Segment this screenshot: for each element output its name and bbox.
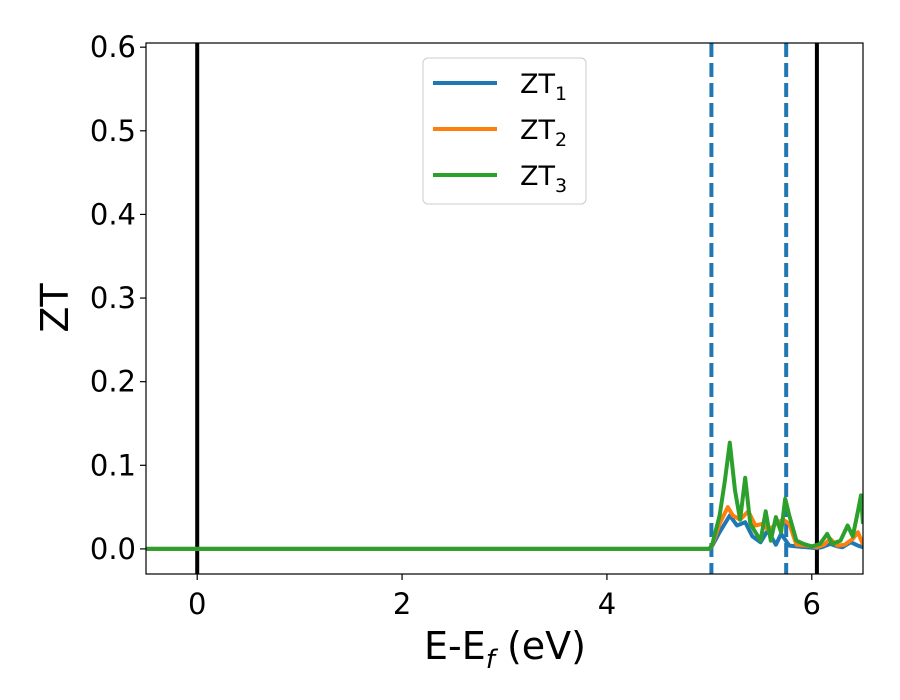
x-tick-label: 6 xyxy=(803,587,821,621)
series-line-zt2 xyxy=(146,505,863,551)
y-tick-label: 0.6 xyxy=(90,30,136,64)
legend-box xyxy=(422,57,587,205)
y-tick-label: 0.2 xyxy=(90,365,136,399)
y-tick-label: 0.1 xyxy=(90,448,136,482)
y-axis-ticks: 0.0 0.1 0.2 0.3 0.4 0.5 0.6 xyxy=(90,30,146,566)
legend-label-zt2: ZT2 xyxy=(520,115,567,151)
legend-label-zt3: ZT3 xyxy=(520,161,567,197)
y-tick-label: 0.5 xyxy=(90,114,136,148)
legend: ZT1 ZT2 ZT3 xyxy=(422,57,587,205)
x-axis-label: E-Ef (eV) xyxy=(424,624,586,675)
legend-label-zt1: ZT1 xyxy=(520,69,567,105)
series-line-zt3 xyxy=(146,440,863,551)
y-tick-label: 0.0 xyxy=(90,532,136,566)
reference-lines xyxy=(195,43,819,574)
x-tick-label: 4 xyxy=(598,587,616,621)
y-axis-label: ZT xyxy=(33,283,77,333)
x-tick-label: 0 xyxy=(188,587,206,621)
y-tick-label: 0.4 xyxy=(90,197,136,231)
x-tick-label: 2 xyxy=(393,587,411,621)
plot-frame xyxy=(145,42,864,575)
y-tick-label: 0.3 xyxy=(90,281,136,315)
x-axis-label-unit: (eV) xyxy=(495,624,586,668)
x-axis-ticks: 0 2 4 6 xyxy=(188,574,821,621)
series-lines xyxy=(146,440,863,551)
x-axis-label-main: E-E xyxy=(424,624,486,668)
